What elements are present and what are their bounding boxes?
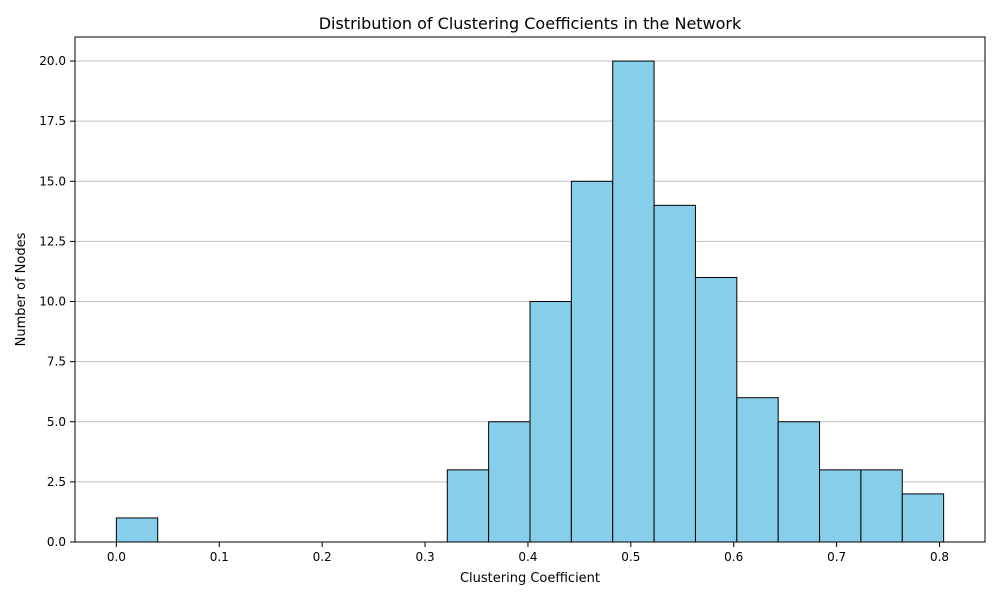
y-tick-label: 2.5 xyxy=(47,475,66,489)
histogram-bar xyxy=(901,493,945,543)
histogram-bar xyxy=(115,517,159,543)
y-tick-label: 15.0 xyxy=(39,174,66,188)
x-tick-label: 0.5 xyxy=(621,550,640,564)
y-tick-label: 10.0 xyxy=(39,295,66,309)
histogram-bar xyxy=(736,397,779,543)
histogram-bar xyxy=(529,301,572,543)
y-tick-label: 7.5 xyxy=(47,355,66,369)
x-axis-label: Clustering Coefficient xyxy=(460,571,600,586)
bars xyxy=(115,60,945,543)
y-axis-label: Number of Nodes xyxy=(14,232,29,346)
plot-area-frame xyxy=(74,36,986,543)
y-tick-label: 12.5 xyxy=(39,234,66,248)
x-tick-label: 0.7 xyxy=(827,550,846,564)
x-tick-label: 0.3 xyxy=(416,550,435,564)
y-tick-label: 17.5 xyxy=(39,114,66,128)
chart-title: Distribution of Clustering Coefficients … xyxy=(319,14,742,33)
x-tick-label: 0.4 xyxy=(518,550,537,564)
x-axis-ticks: 0.0 0.1 0.2 0.3 0.4 0.5 0.6 0.7 0.8 xyxy=(107,542,949,564)
histogram-bar xyxy=(777,421,821,543)
histogram-bar xyxy=(653,204,696,543)
y-tick-label: 0.0 xyxy=(47,535,66,549)
x-tick-label: 0.8 xyxy=(930,550,949,564)
x-tick-label: 0.0 xyxy=(107,550,126,564)
histogram-bar xyxy=(694,276,738,543)
y-axis-ticks: 0.0 2.5 5.0 7.5 10.0 12.5 15.0 17.5 20.0 xyxy=(39,54,75,549)
histogram-bar xyxy=(612,60,655,543)
x-tick-label: 0.1 xyxy=(210,550,229,564)
histogram-bar xyxy=(860,469,903,543)
histogram-bar xyxy=(488,421,531,543)
histogram-bar xyxy=(570,180,614,543)
x-tick-label: 0.2 xyxy=(313,550,332,564)
histogram-bar xyxy=(446,469,490,543)
y-tick-label: 20.0 xyxy=(39,54,66,68)
y-tick-label: 5.0 xyxy=(47,415,66,429)
x-tick-label: 0.6 xyxy=(724,550,743,564)
histogram-bar xyxy=(819,469,862,543)
